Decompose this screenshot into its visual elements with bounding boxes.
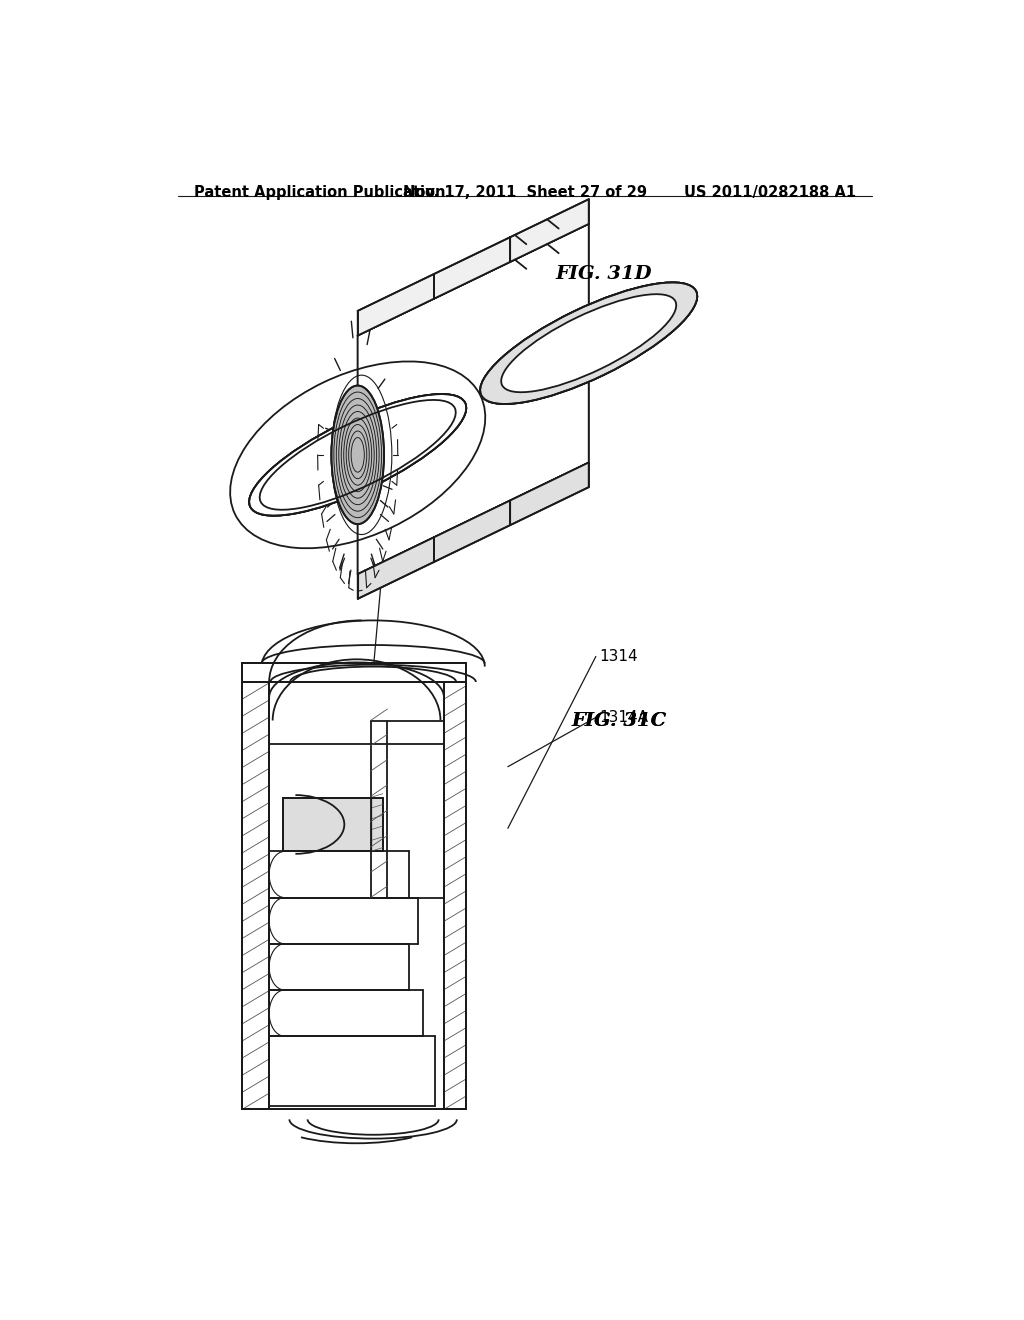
- Polygon shape: [434, 500, 510, 562]
- Ellipse shape: [249, 395, 466, 516]
- Text: 1314A: 1314A: [600, 710, 649, 725]
- Polygon shape: [357, 537, 434, 599]
- Ellipse shape: [294, 417, 421, 494]
- Polygon shape: [510, 462, 589, 525]
- Polygon shape: [434, 238, 510, 298]
- Ellipse shape: [249, 395, 466, 516]
- Polygon shape: [510, 199, 589, 261]
- Text: FIG. 31C: FIG. 31C: [571, 713, 667, 730]
- Polygon shape: [444, 682, 466, 1109]
- Text: Patent Application Publication: Patent Application Publication: [194, 185, 445, 199]
- Polygon shape: [357, 224, 589, 574]
- Polygon shape: [243, 663, 466, 682]
- Text: 1314: 1314: [600, 649, 638, 664]
- Ellipse shape: [480, 282, 697, 404]
- Polygon shape: [243, 682, 269, 1109]
- Ellipse shape: [480, 282, 697, 404]
- Polygon shape: [357, 275, 434, 335]
- Polygon shape: [269, 682, 444, 1109]
- Text: US 2011/0282188 A1: US 2011/0282188 A1: [684, 185, 856, 199]
- Text: 1314: 1314: [315, 999, 354, 1015]
- Polygon shape: [357, 224, 589, 574]
- Ellipse shape: [501, 294, 676, 392]
- Text: Nov. 17, 2011  Sheet 27 of 29: Nov. 17, 2011 Sheet 27 of 29: [402, 185, 647, 199]
- Text: FIG. 31D: FIG. 31D: [555, 265, 652, 282]
- Polygon shape: [284, 797, 383, 851]
- Text: FIG. 31C: FIG. 31C: [571, 713, 667, 730]
- Ellipse shape: [332, 385, 384, 524]
